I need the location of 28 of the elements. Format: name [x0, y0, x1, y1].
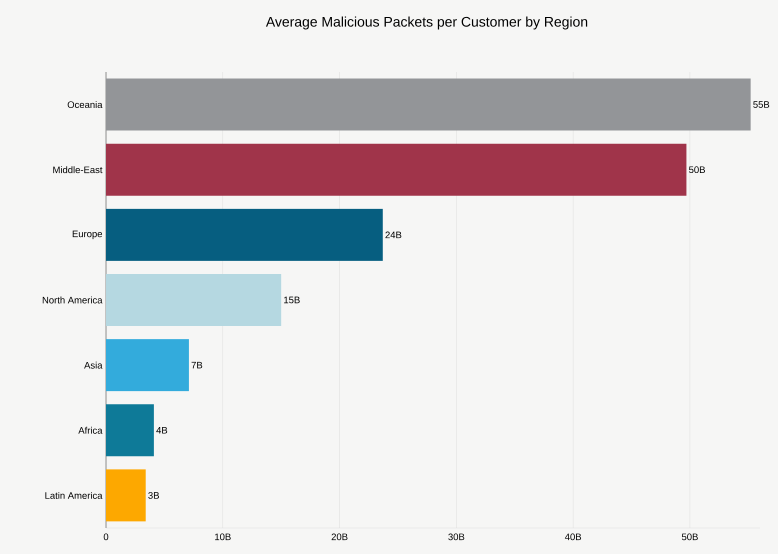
x-tick-label: 30B — [448, 534, 464, 540]
chart-title: Average Malicious Packets per Customer by Region — [266, 16, 588, 30]
x-tick-label: 50B — [682, 534, 698, 540]
bar — [106, 469, 146, 522]
x-tick-label: 20B — [332, 534, 348, 540]
data-label: 24B — [385, 232, 402, 238]
y-tick-label: North America — [42, 296, 102, 304]
data-label: 3B — [148, 492, 159, 499]
data-label: 7B — [192, 362, 202, 368]
bar — [106, 274, 282, 326]
data-label: 50B — [689, 166, 705, 174]
bar — [106, 404, 154, 456]
y-tick-label: Oceania — [68, 101, 102, 108]
bar — [106, 208, 383, 261]
y-tick-label: Asia — [84, 362, 102, 369]
y-tick-label: Africa — [78, 426, 102, 434]
data-label: 4B — [156, 427, 168, 434]
x-tick-label: 10B — [215, 534, 231, 540]
y-tick-label: Latin America — [45, 492, 102, 499]
y-tick-label: Europe — [72, 230, 102, 240]
bar — [106, 144, 686, 196]
data-label: 15B — [284, 296, 300, 304]
y-tick-label: Middle-East — [53, 166, 102, 174]
bar — [106, 78, 751, 131]
x-tick-label: 40B — [564, 534, 582, 540]
bar — [106, 339, 189, 392]
data-label: 55B — [753, 101, 770, 108]
x-tick-label: 0 — [104, 534, 108, 540]
